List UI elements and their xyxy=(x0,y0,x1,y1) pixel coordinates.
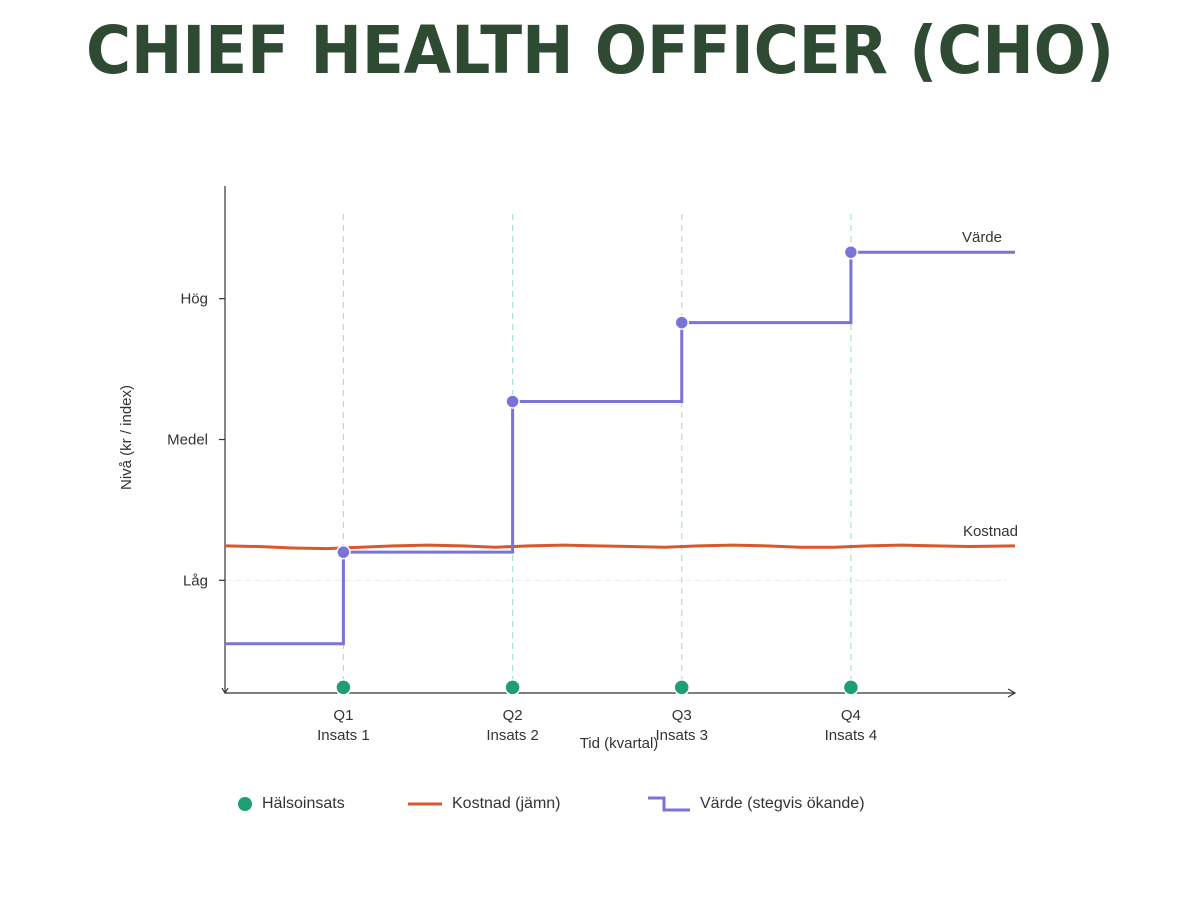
x-axis-arrow xyxy=(1007,688,1017,698)
annotation-value: Värde xyxy=(962,229,1002,246)
x-tick-label-3: Q3 xyxy=(672,707,692,724)
value-marker-1 xyxy=(336,544,351,560)
legend-label-intervention: Hälsoinsats xyxy=(262,795,345,812)
x-tick-sublabel-3: Insats 3 xyxy=(655,727,708,744)
x-tick-sublabel-1: Insats 1 xyxy=(317,727,370,744)
x-tick-sublabel-4: Insats 4 xyxy=(825,727,878,744)
y-axis-label: Nivå (kr / index) xyxy=(118,385,135,490)
y-axis-arrow xyxy=(221,687,229,695)
intervention-marker-2 xyxy=(504,679,521,696)
x-tick-label-1: Q1 xyxy=(333,707,353,724)
legend-item-intervention: Hälsoinsats xyxy=(236,790,345,818)
y-tick-label-2: Medel xyxy=(167,432,208,449)
x-tick-label-4: Q4 xyxy=(841,707,861,724)
x-axis-label: Tid (kvartal) xyxy=(580,735,659,752)
y-tick-label-3: Hög xyxy=(180,291,208,308)
intervention-marker-3 xyxy=(673,679,690,696)
chart-title: CHIEF HEALTH OFFICER (CHO) xyxy=(85,12,1115,89)
value-marker-3 xyxy=(674,315,689,330)
annotation-cost: Kostnad xyxy=(963,523,1018,540)
x-tick-sublabel-2: Insats 2 xyxy=(486,727,539,744)
legend-label-cost: Kostnad (jämn) xyxy=(452,795,561,812)
x-tick-label-2: Q2 xyxy=(503,707,523,724)
value-marker-4 xyxy=(843,244,859,260)
intervention-marker-4 xyxy=(842,679,860,696)
legend-dot-icon xyxy=(238,797,252,811)
legend-item-cost: Kostnad (jämn) xyxy=(408,790,561,818)
legend-item-value: Värde (stegvis ökande) xyxy=(648,790,865,818)
intervention-marker-1 xyxy=(335,679,352,696)
series-line-cost xyxy=(224,543,1016,551)
series-line-value xyxy=(225,250,1015,646)
legend-step-icon xyxy=(648,796,690,812)
value-marker-2 xyxy=(505,394,520,409)
y-tick-label-1: Låg xyxy=(183,572,208,589)
legend-label-value: Värde (stegvis ökande) xyxy=(700,795,865,812)
legend-line-icon xyxy=(408,802,442,806)
